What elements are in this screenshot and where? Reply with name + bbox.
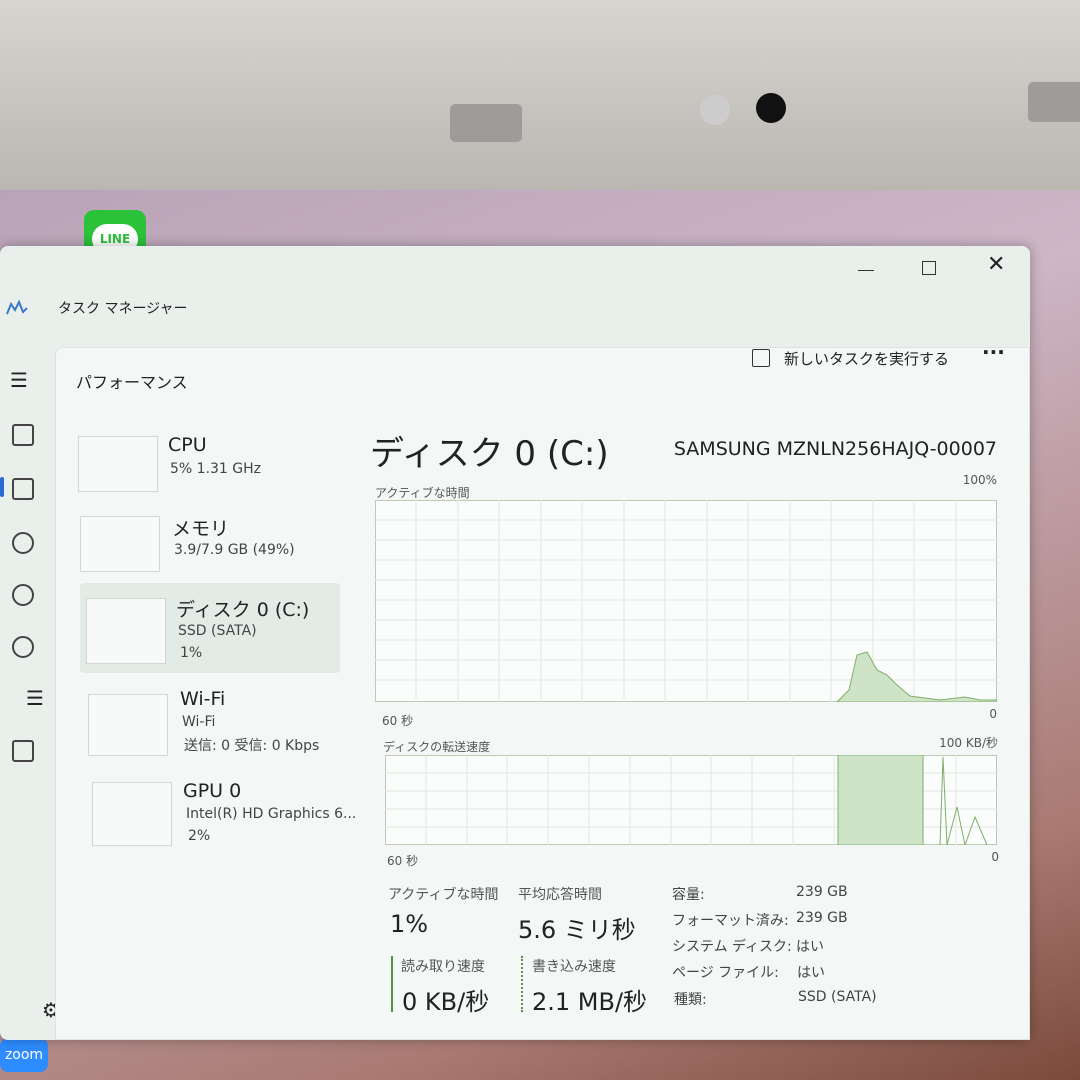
transfer-rate-graph <box>385 755 997 845</box>
cpu-thumb <box>78 436 158 492</box>
property-label: システム ディスク: <box>672 939 792 955</box>
item-detail: 2% <box>188 828 211 844</box>
property-value: 239 GB <box>796 910 848 926</box>
item-name[interactable]: ディスク 0 (C:) <box>176 599 310 621</box>
run-task-button[interactable]: 新しいタスクを実行する <box>784 350 950 368</box>
graph-max: 100 KB/秒 <box>939 736 998 750</box>
stat-label: アクティブな時間 <box>388 887 499 903</box>
sensor <box>700 95 730 125</box>
wifi-thumb <box>88 694 168 756</box>
item-name[interactable]: メモリ <box>172 518 230 540</box>
item-name[interactable]: GPU 0 <box>183 780 242 802</box>
gpu-thumb <box>92 782 172 846</box>
memory-thumb <box>80 516 160 572</box>
nav-indicator <box>0 477 4 497</box>
item-detail: 5% 1.31 GHz <box>170 461 262 477</box>
zoom-icon[interactable]: zoom <box>0 1038 48 1072</box>
disk-model: SAMSUNG MZNLN256HAJQ-00007 <box>673 438 997 460</box>
graph-min: 0 <box>989 707 997 721</box>
run-task-icon[interactable] <box>752 349 770 367</box>
active-time-graph <box>375 500 997 702</box>
stat-value: 1% <box>390 910 429 938</box>
property-value: はい <box>796 939 824 955</box>
graph-time: 60 秒 <box>387 854 419 868</box>
nav-details[interactable]: ☰ <box>26 686 44 710</box>
close-button[interactable]: ✕ <box>987 252 1006 277</box>
read-indicator <box>391 956 393 1012</box>
maximize-button[interactable] <box>922 261 936 275</box>
item-detail: Wi-Fi <box>182 714 216 730</box>
nav-users[interactable] <box>12 636 34 658</box>
graph-min: 0 <box>991 850 999 864</box>
item-detail: Intel(R) HD Graphics 6... <box>186 806 357 822</box>
property-value: 239 GB <box>796 884 848 900</box>
property-label: 種類: <box>674 992 707 1008</box>
disk-thumb <box>86 598 166 664</box>
camera-shutter <box>450 104 522 142</box>
menu-button[interactable]: ☰ <box>10 368 28 392</box>
nav-performance[interactable] <box>12 478 34 500</box>
minimize-button[interactable] <box>858 270 874 271</box>
graph-time: 60 秒 <box>382 714 414 728</box>
stat-value: 5.6 ミリ秒 <box>518 916 636 944</box>
graph-label: ディスクの転送速度 <box>383 740 491 754</box>
property-label: 容量: <box>672 887 705 903</box>
bezel-tab <box>1028 82 1080 122</box>
detail-title: ディスク 0 (C:) <box>370 434 609 474</box>
item-detail: 送信: 0 受信: 0 Kbps <box>184 738 320 754</box>
stat-value: 2.1 MB/秒 <box>532 988 648 1016</box>
item-detail: 3.9/7.9 GB (49%) <box>174 542 295 558</box>
nav-history[interactable] <box>12 532 34 554</box>
camera <box>756 93 786 123</box>
stat-label: 書き込み速度 <box>532 959 616 975</box>
property-label: ページ ファイル: <box>672 965 779 981</box>
item-detail: SSD (SATA) <box>178 623 257 639</box>
stat-value: 0 KB/秒 <box>402 988 490 1016</box>
item-name[interactable]: Wi-Fi <box>180 688 226 710</box>
write-indicator <box>521 956 523 1012</box>
page-header: パフォーマンス <box>76 373 188 392</box>
stat-label: 平均応答時間 <box>518 887 602 903</box>
app-icon <box>6 299 28 315</box>
window-title: タスク マネージャー <box>58 301 188 317</box>
item-name[interactable]: CPU <box>168 434 207 456</box>
graph-max: 100% <box>962 473 997 487</box>
laptop-bezel <box>0 0 1080 195</box>
property-value: はい <box>797 965 825 981</box>
graph-label: アクティブな時間 <box>375 486 470 500</box>
property-label: フォーマット済み: <box>672 913 789 929</box>
item-detail: 1% <box>180 645 203 661</box>
nav-startup[interactable] <box>12 584 34 606</box>
nav-processes[interactable] <box>12 424 34 446</box>
more-button[interactable]: ··· <box>982 340 1005 364</box>
nav-services[interactable] <box>12 740 34 762</box>
property-value: SSD (SATA) <box>798 989 877 1005</box>
stat-label: 読み取り速度 <box>401 959 485 975</box>
